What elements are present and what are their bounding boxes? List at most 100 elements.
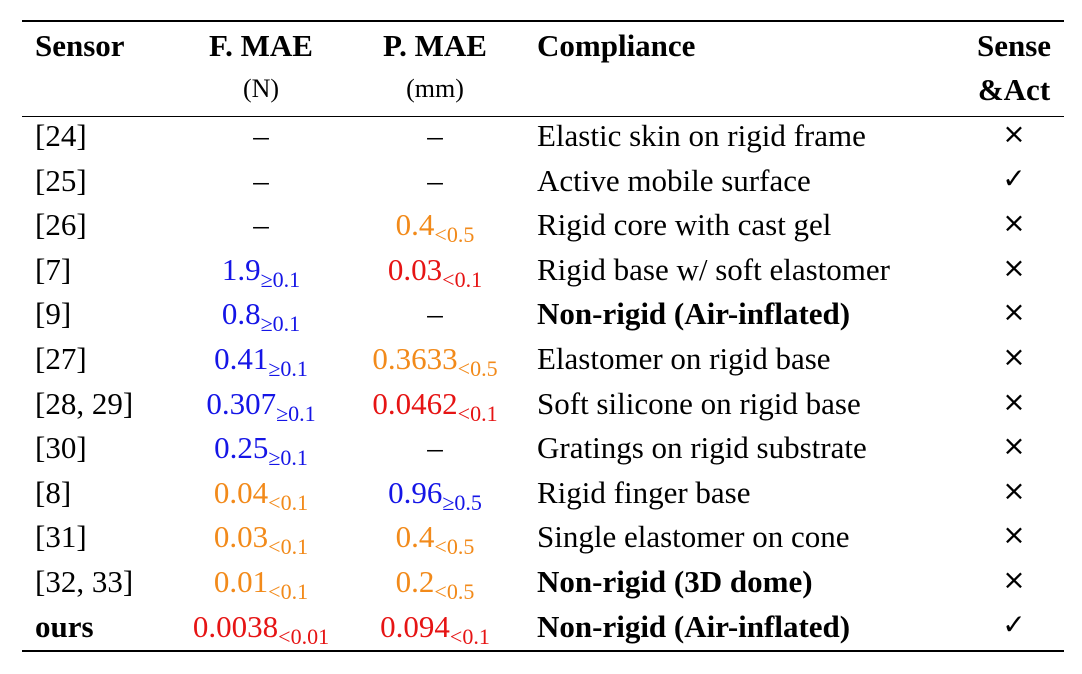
position-mae-cell-value: 0.03 <box>387 252 443 287</box>
position-mae-cell: – <box>356 165 514 196</box>
position-mae-cell: – <box>356 120 514 151</box>
check-icon: ✓ <box>1002 162 1026 195</box>
position-mae-cell-value: 0.3633 <box>372 341 458 376</box>
position-mae-cell: 0.094<0.1 <box>356 609 514 648</box>
cross-icon: × <box>1002 251 1026 284</box>
position-mae-cell: 0.3633<0.5 <box>356 341 514 380</box>
top-rule <box>22 20 1064 22</box>
position-mae-cell-range: <0.5 <box>457 356 498 381</box>
force-mae-cell-value: 0.25 <box>214 430 269 465</box>
position-mae-cell: 0.96≥0.5 <box>356 475 514 514</box>
position-mae-cell-value: 0.96 <box>388 475 443 510</box>
force-mae-cell-range: ≥0.1 <box>260 267 301 292</box>
header-sense: Sense <box>976 28 1052 63</box>
force-mae-cell: 0.8≥0.1 <box>180 296 342 335</box>
position-mae-cell-range: <0.5 <box>434 579 475 604</box>
position-mae-cell-value: – <box>427 296 443 331</box>
force-mae-cell: 0.01<0.1 <box>180 564 342 603</box>
position-mae-cell-value: 0.4 <box>395 519 435 554</box>
header-position-unit: (mm) <box>406 74 464 103</box>
sensor-cell: [7] <box>35 252 72 287</box>
sensor-cell: [28, 29] <box>35 386 134 421</box>
position-mae-cell: – <box>356 432 514 463</box>
sensor-cell: [30] <box>35 430 87 465</box>
position-mae-cell-value: – <box>427 430 443 465</box>
compliance-cell: Single elastomer on cone <box>537 519 850 554</box>
sensor-cell: [32, 33] <box>35 564 134 599</box>
position-mae-cell-value: 0.094 <box>380 609 450 644</box>
force-mae-cell-range: <0.01 <box>278 624 330 649</box>
compliance-cell: Soft silicone on rigid base <box>537 386 861 421</box>
position-mae-cell-range: <0.5 <box>434 222 475 247</box>
sensor-cell: [25] <box>35 163 87 198</box>
force-mae-cell-value: – <box>253 207 269 242</box>
force-mae-cell-range: <0.1 <box>268 579 309 604</box>
force-mae-cell-range: <0.1 <box>268 490 309 515</box>
position-mae-cell-range: <0.1 <box>449 624 490 649</box>
force-mae-cell-range: <0.1 <box>268 534 309 559</box>
position-mae-cell: 0.03<0.1 <box>356 252 514 291</box>
compliance-cell: Elastic skin on rigid frame <box>537 118 866 153</box>
position-mae-cell-range: <0.1 <box>457 401 498 426</box>
cross-icon: × <box>1002 117 1026 150</box>
compliance-cell: Non-rigid (Air-inflated) <box>537 609 851 644</box>
force-mae-cell-range: ≥0.1 <box>276 401 316 426</box>
header-position-mae: P. MAE <box>383 28 487 63</box>
position-mae-cell: 0.4<0.5 <box>356 519 514 558</box>
force-mae-cell-value: 0.307 <box>206 386 277 421</box>
compliance-cell: Rigid finger base <box>537 475 751 510</box>
position-mae-cell: 0.2<0.5 <box>356 564 514 603</box>
force-mae-cell-range: ≥0.1 <box>260 311 301 336</box>
bottom-rule <box>22 650 1064 652</box>
force-mae-cell-value: – <box>253 118 269 153</box>
position-mae-cell-value: 0.2 <box>395 564 435 599</box>
check-icon: ✓ <box>1002 608 1026 641</box>
cross-icon: × <box>1002 429 1026 462</box>
header-force-mae: F. MAE <box>209 28 313 63</box>
cross-icon: × <box>1002 518 1026 551</box>
position-mae-cell: 0.0462<0.1 <box>356 386 514 425</box>
force-mae-cell-value: 0.8 <box>221 296 261 331</box>
sensor-cell: [8] <box>35 475 72 510</box>
force-mae-cell-range: ≥0.1 <box>268 356 308 381</box>
cross-icon: × <box>1002 206 1026 239</box>
force-mae-cell-value: 0.03 <box>213 519 269 554</box>
compliance-cell: Elastomer on rigid base <box>537 341 831 376</box>
header-act: &Act <box>977 72 1051 107</box>
cross-icon: × <box>1002 385 1026 418</box>
position-mae-cell-range: <0.5 <box>434 534 475 559</box>
compliance-cell: Gratings on rigid substrate <box>537 430 867 465</box>
force-mae-cell: – <box>180 120 342 151</box>
force-mae-cell: 0.25≥0.1 <box>180 430 342 469</box>
sensor-cell: [24] <box>35 118 87 153</box>
force-mae-cell: – <box>180 165 342 196</box>
force-mae-cell: – <box>180 209 342 240</box>
compliance-cell: Non-rigid (3D dome) <box>537 564 813 599</box>
force-mae-cell: 1.9≥0.1 <box>180 254 342 291</box>
force-mae-cell: 0.307≥0.1 <box>180 386 342 425</box>
force-mae-cell: 0.0038<0.01 <box>180 609 342 648</box>
cross-icon: × <box>1002 474 1026 507</box>
position-mae-cell-value: 0.0462 <box>372 386 458 421</box>
cross-icon: × <box>1002 295 1026 328</box>
force-mae-cell-value: 0.41 <box>214 341 269 376</box>
force-mae-cell-value: 0.04 <box>213 475 269 510</box>
header-force-unit: (N) <box>242 74 280 103</box>
position-mae-cell-value: – <box>427 118 443 153</box>
force-mae-cell: 0.04<0.1 <box>180 475 342 514</box>
sensor-cell: ours <box>35 609 94 644</box>
compliance-cell: Rigid base w/ soft elastomer <box>537 252 890 287</box>
header-rule <box>22 116 1064 117</box>
compliance-cell: Active mobile surface <box>537 163 811 198</box>
force-mae-cell-value: 0.0038 <box>192 609 279 644</box>
position-mae-cell: – <box>356 298 514 329</box>
position-mae-cell-range: ≥0.5 <box>442 490 482 515</box>
sensor-cell: [9] <box>35 296 72 331</box>
position-mae-cell: 0.4<0.5 <box>356 209 514 246</box>
cross-icon: × <box>1002 340 1026 373</box>
force-mae-cell-value: 0.01 <box>213 564 269 599</box>
sensor-cell: [27] <box>35 341 87 376</box>
force-mae-cell: 0.41≥0.1 <box>180 341 342 380</box>
sensor-cell: [31] <box>35 519 87 554</box>
compliance-cell: Non-rigid (Air-inflated) <box>537 296 851 331</box>
